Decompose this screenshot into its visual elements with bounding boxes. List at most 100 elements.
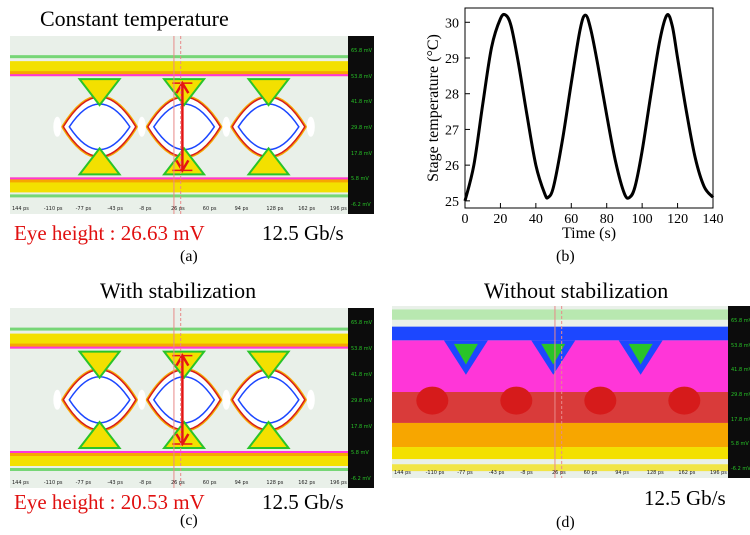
scope-y-tick-label: 65.8 mV bbox=[351, 48, 373, 54]
panel-d-label: (d) bbox=[556, 514, 575, 531]
eye-opening bbox=[628, 343, 653, 365]
bit-rate-d: 12.5 Gb/s bbox=[644, 486, 726, 510]
eye-height-c: Eye height : 20.53 mV bbox=[14, 490, 205, 514]
scope-x-tick-label: -8 ps bbox=[520, 470, 533, 476]
y-tick-label: 27 bbox=[445, 123, 459, 138]
scope-x-tick-label: 196 ps bbox=[330, 480, 347, 486]
bit-rate-a: 12.5 Gb/s bbox=[262, 221, 344, 245]
crossing-point bbox=[53, 389, 62, 410]
trace-band bbox=[10, 451, 348, 453]
eye-triangle bbox=[246, 78, 291, 107]
scope-y-tick-label: 29.8 mV bbox=[351, 125, 373, 131]
scope-y-tick-label: 17.8 mV bbox=[351, 150, 373, 157]
crossing-point bbox=[137, 389, 146, 410]
crossing-point bbox=[306, 116, 315, 137]
trace-band bbox=[10, 343, 348, 349]
panel-a-title: Constant temperature bbox=[40, 6, 229, 31]
scope-y-tick-label: 65.8 mV bbox=[731, 318, 750, 324]
scope-y-tick-label: 53.8 mV bbox=[351, 346, 373, 352]
scale-bar-a bbox=[348, 36, 374, 214]
y-tick-label: 26 bbox=[445, 159, 459, 174]
y-tick-label: 25 bbox=[445, 195, 459, 210]
eye-triangle bbox=[77, 350, 122, 380]
scope-x-tick-label: 128 ps bbox=[266, 206, 284, 212]
trace-band bbox=[10, 327, 348, 331]
scope-x-tick-label: 162 ps bbox=[298, 480, 316, 486]
scope-x-tick-label: -110 ps bbox=[43, 480, 63, 486]
scope-y-tick-label: 5.8 mV bbox=[731, 441, 749, 448]
eye-boundary bbox=[237, 103, 300, 151]
trace-band bbox=[392, 464, 728, 472]
y-tick-label: 28 bbox=[445, 88, 459, 103]
eye-diagram-d bbox=[392, 306, 728, 478]
trace-band bbox=[10, 71, 348, 77]
panel-b: 0 20 40 60 80 100 120 140 25 26 27 28 29 30 Time (s) … bbox=[380, 0, 750, 270]
scope-y-tick-label: 65.8 mV bbox=[351, 320, 373, 326]
scope-y-tick-label: 41.8 mV bbox=[351, 372, 373, 378]
y-tick-label: 29 bbox=[445, 52, 459, 67]
scope-x-tick-label: 60 ps bbox=[202, 480, 217, 486]
scope-y-tick-label: 53.8 mV bbox=[731, 342, 750, 349]
crossing-point bbox=[500, 386, 533, 415]
scope-y-tick-label: 5.8 mV bbox=[351, 176, 369, 183]
scope-x-tick-label: -8 ps bbox=[139, 206, 152, 212]
eye-triangle bbox=[77, 78, 122, 107]
scope-x-tick-label: -77 ps bbox=[75, 480, 92, 486]
eye-triangle bbox=[246, 146, 291, 176]
panel-d: Without stabilization 12.5 Gb/s (d) 65.8… bbox=[380, 270, 750, 535]
y-axis-label: Stage temperature (°C) bbox=[425, 34, 442, 182]
scope-y-tick-label: 5.8 mV bbox=[351, 450, 369, 456]
scope-x-tick-label: -8 ps bbox=[139, 480, 152, 486]
scope-x-tick-label: 94 ps bbox=[615, 470, 629, 476]
trace-band bbox=[392, 422, 728, 448]
eye-triangle bbox=[77, 420, 122, 449]
scope-x-tick-label: -43 ps bbox=[107, 206, 123, 212]
x-tick-label: 60 bbox=[564, 212, 578, 227]
panel-a: Constant temperature Eye height : 26.63 … bbox=[0, 0, 380, 270]
scope-y-tick-label: -6.2 mV bbox=[351, 202, 371, 208]
x-tick-label: 80 bbox=[600, 212, 614, 227]
scope-x-tick-label: 162 ps bbox=[678, 470, 696, 476]
scope-x-tick-label: 196 ps bbox=[330, 206, 347, 212]
eye-boundary bbox=[68, 103, 131, 151]
panel-c-title: With stabilization bbox=[100, 278, 257, 303]
crossing-point bbox=[137, 116, 146, 137]
scope-x-tick-label: 26 ps bbox=[171, 206, 185, 212]
scope-x-tick-label: 128 ps bbox=[266, 480, 284, 486]
crossing-point bbox=[584, 386, 617, 415]
bit-rate-c: 12.5 Gb/s bbox=[262, 490, 344, 514]
eye-boundary bbox=[237, 375, 300, 424]
trace-band bbox=[392, 309, 728, 320]
trace-band bbox=[10, 346, 348, 349]
scope-x-tick-label: 26 ps bbox=[171, 480, 185, 486]
scope-x-tick-label: 196 ps bbox=[710, 470, 727, 476]
eye-triangle bbox=[246, 420, 291, 449]
trace-band bbox=[10, 468, 348, 471]
scope-x-tick-label: -43 ps bbox=[488, 470, 505, 476]
scope-y-tick-label: -6.2 mV bbox=[731, 466, 750, 472]
eye-pattern-c bbox=[10, 308, 348, 488]
eye-boundary bbox=[152, 103, 216, 151]
trace-band bbox=[10, 177, 348, 180]
crossing-point bbox=[222, 389, 231, 410]
y-tick-label: 30 bbox=[445, 16, 459, 31]
x-tick-label: 140 bbox=[703, 212, 724, 227]
panel-c-label: (c) bbox=[180, 512, 198, 529]
panel-c: With stabilization Eye height : 20.53 mV… bbox=[0, 270, 380, 535]
temperature-series-line bbox=[463, 12, 715, 202]
scope-x-tick-label: 60 ps bbox=[202, 206, 217, 212]
eye-diagram-c bbox=[10, 308, 348, 488]
trace-band bbox=[10, 177, 348, 183]
crossing-point bbox=[306, 389, 315, 410]
scope-y-tick-label: 17.8 mV bbox=[731, 416, 750, 423]
crossing-point bbox=[53, 116, 62, 137]
scope-x-tick-label: 26 ps bbox=[552, 470, 566, 476]
scope-x-tick-label: -110 ps bbox=[43, 206, 63, 212]
scope-x-tick-label: 144 ps bbox=[12, 480, 29, 486]
trace-band bbox=[392, 447, 728, 460]
scope-y-tick-label: -6.2 mV bbox=[351, 476, 371, 482]
scope-x-tick-label: 162 ps bbox=[298, 206, 316, 212]
scope-x-tick-label: -77 ps bbox=[75, 206, 92, 212]
eye-triangle bbox=[77, 146, 122, 176]
